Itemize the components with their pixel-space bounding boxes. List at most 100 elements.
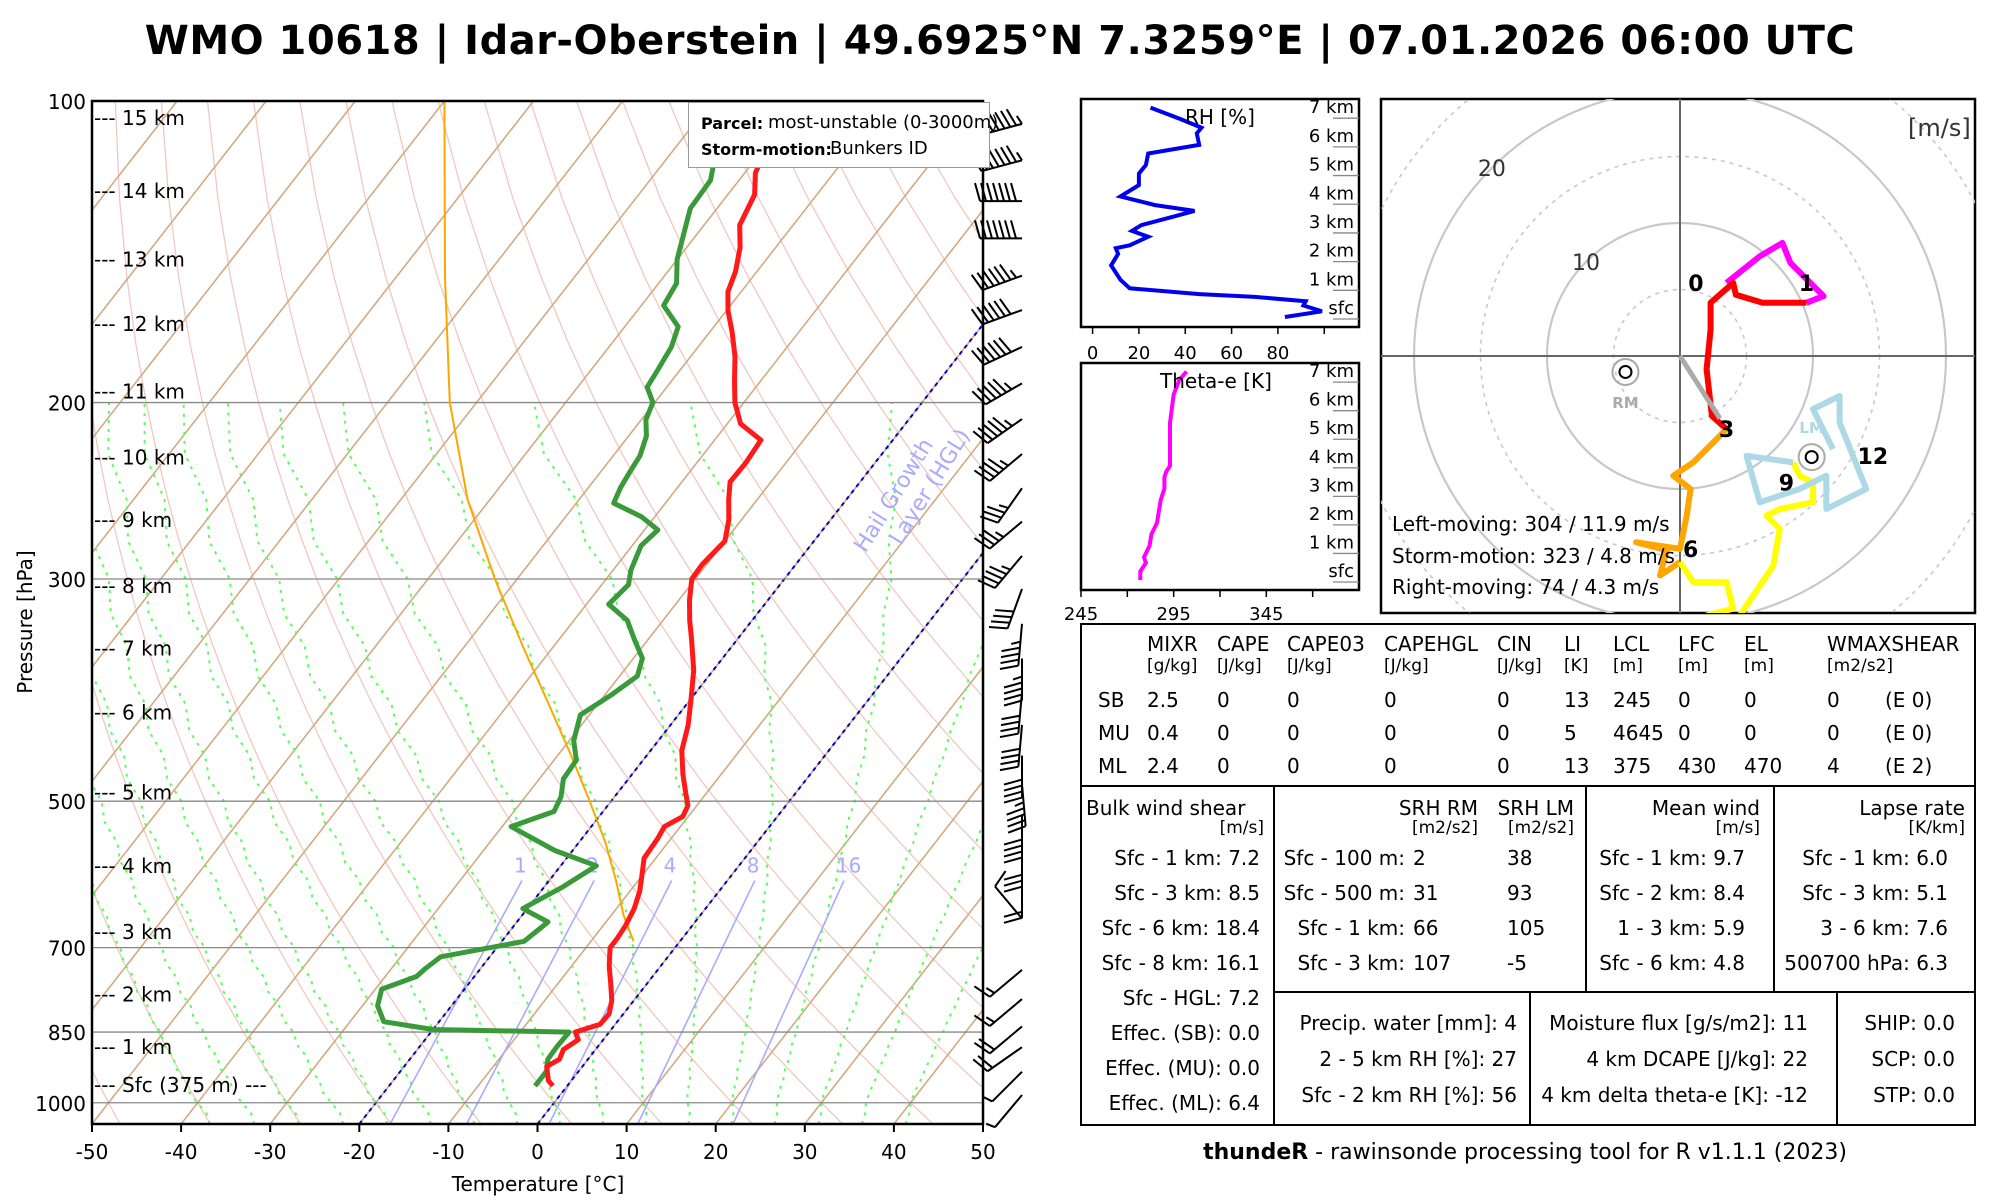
- parcel-cell: 0: [1678, 721, 1691, 745]
- table-misc-rows-row: Moisture flux [g/s/m2]: 11: [1549, 1011, 1808, 1035]
- y-tick-label: 200: [48, 392, 86, 416]
- hodo-height-label: 3: [1719, 418, 1734, 443]
- legend-storm-label: Storm-motion:: [701, 140, 832, 159]
- mean-wind-title: Mean wind: [1651, 796, 1760, 820]
- parcel-col-header: CAPEHGL: [1384, 632, 1479, 656]
- wind-barb: [977, 555, 1023, 589]
- parcel-cell: 0: [1497, 721, 1510, 745]
- height-label: --- 10 km: [94, 446, 185, 470]
- storm-marker-dot: [1804, 450, 1819, 465]
- moist-adiabat: [773, 402, 898, 1124]
- x-tick-label: 245: [1064, 604, 1098, 625]
- x-tick-label: 0: [531, 1140, 544, 1164]
- height-label: --- 9 km: [94, 508, 172, 532]
- wind-barb: [999, 691, 1023, 739]
- rh-line: [1108, 105, 1323, 319]
- x-tick-label: 80: [1266, 343, 1289, 364]
- moist-adiabat: [92, 498, 345, 1124]
- parcel-cell: 0: [1497, 754, 1510, 778]
- parcel-cell: 13: [1564, 688, 1590, 712]
- parcel-row-name: SB: [1098, 688, 1125, 712]
- parcel-cell: 375: [1613, 754, 1652, 778]
- hodo-segment: [1677, 461, 1816, 613]
- isotherm-line: [92, 101, 356, 440]
- km-label: sfc: [1328, 298, 1354, 319]
- hodo-ring-label: 20: [1478, 157, 1506, 182]
- table-composite-rows-row: STP: 0.0: [1873, 1083, 1955, 1107]
- parcel-cell: 0: [1384, 688, 1397, 712]
- parcel-cell: 0: [1827, 688, 1840, 712]
- table-mean_wind-rows-row: Sfc - 6 km: 4.8: [1599, 951, 1745, 975]
- lm-label: LM: [1799, 419, 1824, 437]
- wind-barb: [999, 724, 1023, 772]
- rm-label: RM: [1612, 394, 1638, 412]
- km-label: 5 km: [1309, 155, 1354, 176]
- x-tick-label: 60: [1220, 343, 1243, 364]
- km-label: 1 km: [1309, 269, 1354, 290]
- hodo-height-label: 6: [1683, 538, 1698, 563]
- parcel-col-header: MIXR: [1147, 632, 1198, 656]
- skewt-frame: [90, 99, 985, 1126]
- x-tick-label: 40: [881, 1140, 906, 1164]
- parcel-row-name: MU: [1098, 721, 1130, 745]
- x-tick-label: 345: [1249, 604, 1283, 625]
- height-label: --- 13 km: [94, 248, 185, 272]
- table-moisture-rows-row: 2 - 5 km RH [%]: 27: [1319, 1047, 1517, 1071]
- wind-barb: [970, 263, 1023, 291]
- dry-adiabat: [714, 101, 983, 546]
- height-label: --- 8 km: [94, 574, 172, 598]
- parcel-cell: 0: [1217, 754, 1230, 778]
- height-label: --- 15 km: [94, 106, 185, 130]
- storm-marker-ring: [1797, 443, 1826, 472]
- dry-adiabat: [668, 101, 983, 622]
- srh-lm-header: SRH LM: [1497, 796, 1574, 820]
- skewt-axes: -50 -40 -30 -20 -10 0 10 20 30 40 50 100 200 300 500 70…: [35, 90, 996, 1164]
- km-label: 5 km: [1309, 418, 1354, 439]
- table-moisture-rows-row: Precip. water [mm]: 4: [1299, 1011, 1518, 1035]
- srh-lm-value: 105: [1507, 916, 1546, 940]
- parcel-cell: 2.4: [1147, 754, 1179, 778]
- wind-barb: [985, 1094, 1023, 1129]
- dry-adiabat: [345, 101, 934, 1124]
- parcel-cell: 2.5: [1147, 688, 1179, 712]
- srh-row-label: Sfc - 100 m:: [1283, 846, 1405, 870]
- moist-adiabat: [817, 638, 983, 1124]
- x-tick-label: 40: [1174, 343, 1197, 364]
- hodo-ring-label: 30: [1384, 63, 1412, 88]
- hodograph-unit: [m/s]: [1908, 114, 1971, 142]
- hodo-stat-storm: Storm-motion: 323 / 4.8 m/s: [1392, 544, 1675, 568]
- x-tick-label: 50: [970, 1140, 995, 1164]
- isotherm-line: [92, 101, 535, 669]
- wind-barb: [973, 969, 1023, 998]
- isotherm-line: [715, 780, 983, 1124]
- height-label: --- 3 km: [94, 920, 172, 944]
- parcel-col-header: LCL: [1613, 632, 1650, 656]
- dry-adiabat: [299, 101, 844, 1124]
- isotherm-line: [92, 101, 802, 1012]
- x-tick-label: -20: [343, 1140, 376, 1164]
- legend-storm-value: Bunkers ID: [830, 138, 928, 159]
- y-tick-label: 100: [48, 90, 86, 114]
- wind-barb: [974, 220, 1022, 240]
- wind-barb: [999, 623, 1023, 671]
- wind-barbs: [970, 108, 1027, 1129]
- table-moisture-rows-row: Sfc - 2 km RH [%]: 56: [1301, 1083, 1517, 1107]
- moist-adiabat: [342, 402, 604, 1124]
- footer-text: - rawinsonde processing tool for R v1.1.…: [1308, 1140, 1847, 1165]
- km-label: 6 km: [1309, 126, 1354, 147]
- table-bulk_shear-rows-row: Sfc - 3 km: 8.5: [1114, 881, 1260, 905]
- parcel-col-unit: [J/kg]: [1384, 656, 1429, 676]
- parcel-cell: 0: [1217, 688, 1230, 712]
- km-label: 6 km: [1309, 390, 1354, 411]
- parcel-cell: 0: [1217, 721, 1230, 745]
- srh-row-label: Sfc - 1 km:: [1297, 916, 1405, 940]
- km-label: 3 km: [1309, 212, 1354, 233]
- moist-adiabat: [182, 402, 475, 1124]
- x-tick-label: -10: [432, 1140, 465, 1164]
- table-mean_wind-rows-row: Sfc - 2 km: 8.4: [1599, 881, 1745, 905]
- moist-adiabat: [92, 655, 300, 1124]
- parcel-cell: 0: [1384, 754, 1397, 778]
- wind-barb: [1003, 815, 1023, 864]
- srh-lm-value: 38: [1507, 846, 1533, 870]
